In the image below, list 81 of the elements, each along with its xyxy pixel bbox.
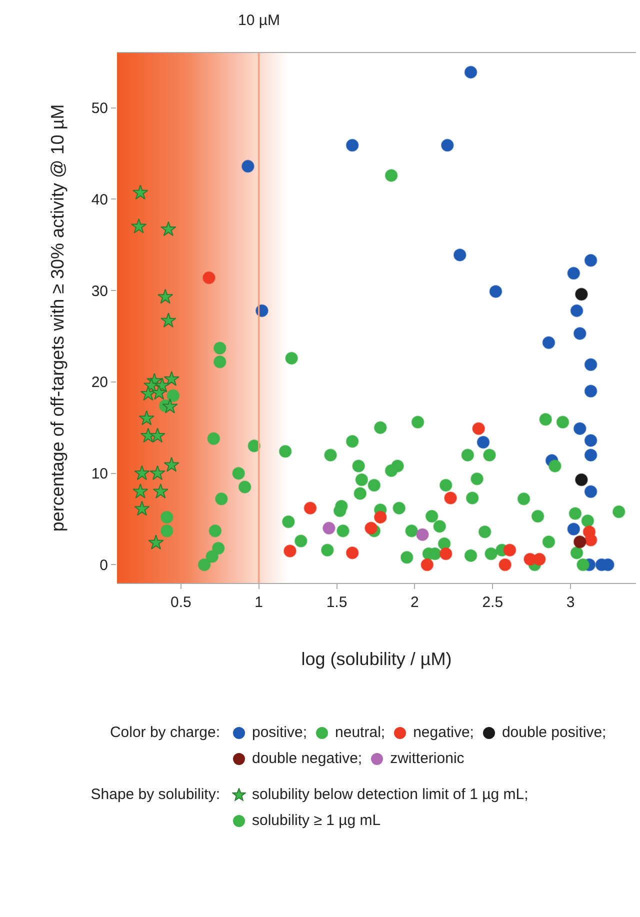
point <box>132 184 148 200</box>
point <box>151 384 167 400</box>
point <box>567 266 580 280</box>
point <box>164 371 180 386</box>
point <box>532 552 546 566</box>
point <box>374 510 387 524</box>
point <box>584 534 598 547</box>
text: solubility ≥ 1 µg mL <box>252 811 381 831</box>
y-axis-title: percentage of off-targets with ≥ 30% activity @ 10 µM <box>48 104 68 532</box>
point <box>160 312 176 328</box>
y-tick-label: 30 <box>91 282 108 300</box>
point <box>567 522 580 536</box>
point <box>131 218 147 234</box>
legend-label: positive; <box>252 723 308 743</box>
point <box>202 271 216 284</box>
legend-label: negative; <box>413 723 474 743</box>
point <box>132 483 148 498</box>
x-tick-label: 2 <box>410 594 419 611</box>
legend-label: double positive; <box>502 723 606 743</box>
point <box>420 558 434 572</box>
point <box>573 422 586 436</box>
point <box>542 336 556 350</box>
point <box>570 304 584 318</box>
point <box>476 436 490 449</box>
point <box>152 483 168 498</box>
point <box>584 384 598 398</box>
x-tick-label: 3 <box>566 594 575 611</box>
point <box>584 434 598 447</box>
legend-label: solubility below detection limit of 1 µg mL; <box>252 785 528 805</box>
point <box>444 492 458 505</box>
point <box>584 485 598 498</box>
point <box>158 288 174 304</box>
x-axis-title: log (solubility / µM) <box>301 649 452 670</box>
legend-label: neutral; <box>335 723 386 743</box>
point <box>148 534 164 550</box>
point <box>164 456 180 472</box>
point <box>160 221 176 236</box>
point <box>150 465 166 480</box>
point <box>584 358 598 372</box>
x-tick-label: 1 <box>254 594 263 611</box>
point <box>416 528 429 542</box>
text: Color by charge: <box>108 723 221 743</box>
y-tick-label: 40 <box>91 191 108 208</box>
point <box>574 473 588 486</box>
x-tick-label: 1.5 <box>326 594 348 611</box>
ref-line-label: 10 µM <box>238 12 280 29</box>
legend-label: double negative; <box>252 749 362 769</box>
point <box>498 558 512 572</box>
point <box>322 522 336 535</box>
text: Shape by solubility: <box>90 785 221 805</box>
point <box>140 386 156 401</box>
point <box>150 428 166 443</box>
y-tick-label: 0 <box>100 556 108 574</box>
x-tick-label: 2.5 <box>482 594 504 611</box>
point <box>138 410 154 426</box>
point <box>304 502 317 515</box>
point <box>573 327 586 340</box>
point <box>472 422 486 436</box>
y-tick-label: 10 <box>91 466 108 483</box>
point <box>573 535 586 548</box>
point <box>584 254 598 267</box>
y-tick-label: 20 <box>91 374 108 392</box>
point <box>241 160 254 173</box>
point <box>346 138 359 152</box>
point <box>346 546 359 560</box>
point <box>584 448 598 462</box>
point <box>134 465 150 480</box>
legend-label: zwitterionic <box>390 749 464 769</box>
point <box>134 500 150 516</box>
x-tick-label: 0.5 <box>170 594 192 611</box>
point <box>162 398 178 414</box>
point <box>503 544 516 557</box>
point <box>284 544 296 558</box>
point <box>574 288 588 301</box>
point <box>440 138 454 152</box>
point <box>489 285 502 298</box>
point <box>464 66 478 79</box>
y-tick-label: 50 <box>91 100 108 118</box>
point <box>453 248 466 262</box>
point <box>364 522 378 535</box>
point <box>439 547 452 560</box>
